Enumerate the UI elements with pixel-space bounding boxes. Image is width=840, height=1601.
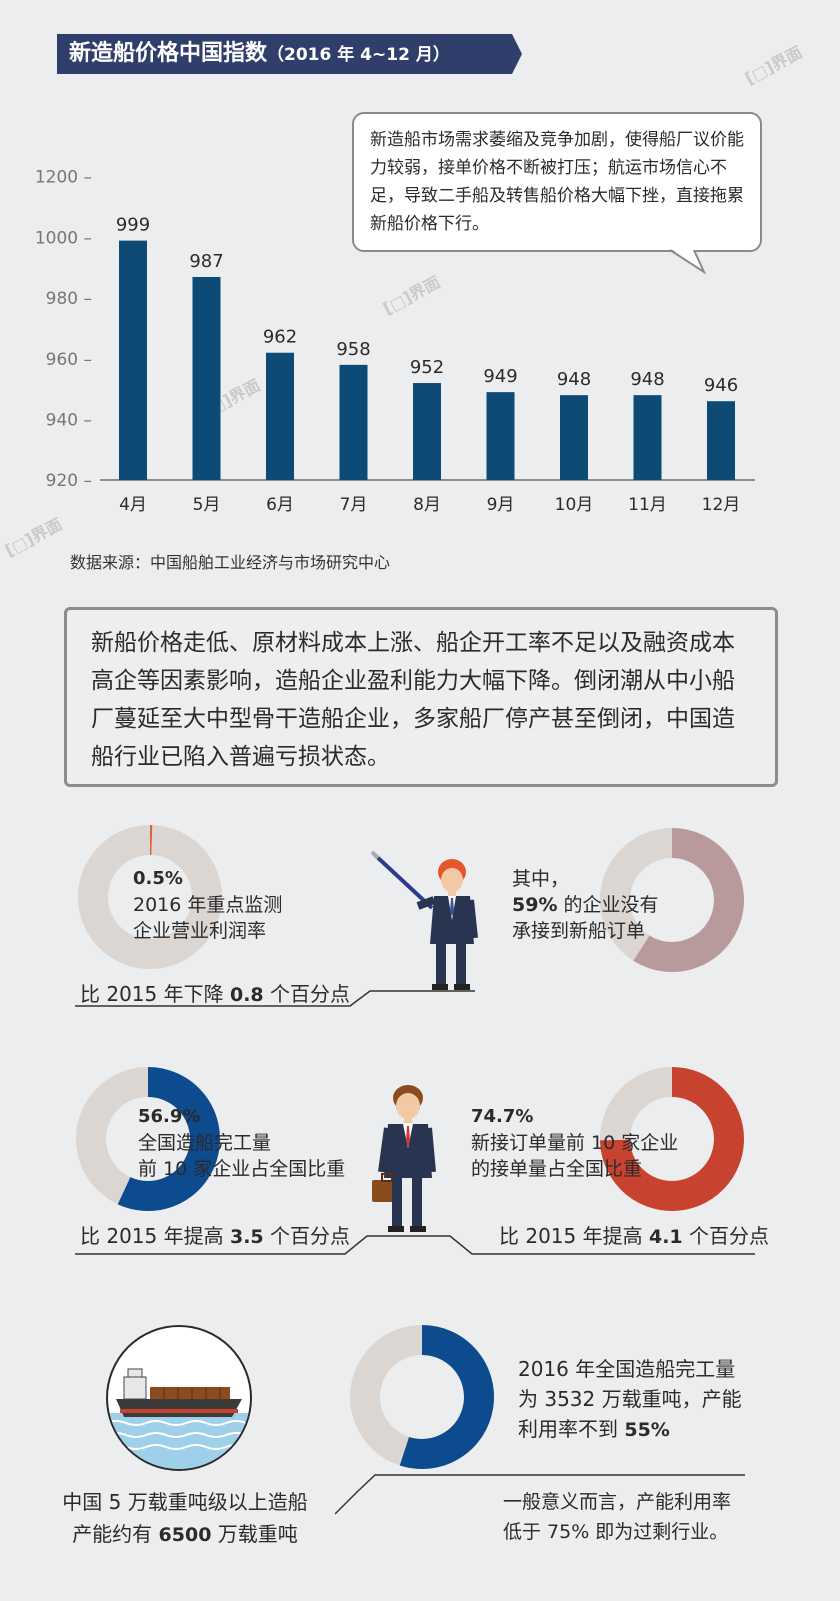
utilization-label-1: 2016 年全国造船完工量	[518, 1357, 736, 1381]
top10-output-caption-num: 3.5	[229, 1226, 264, 1248]
x-tick-label: 6月	[266, 495, 294, 515]
y-tick-label: 1000 –	[35, 229, 92, 249]
profit-rate-label-2: 企业营业利润率	[133, 920, 267, 942]
y-tick-label: 980 –	[46, 289, 92, 309]
x-tick-label: 9月	[487, 495, 515, 515]
top10-orders-value: 74.7%	[471, 1106, 534, 1127]
watermark-logo: [□]界面	[741, 42, 806, 89]
no-order-label-1: 的企业没有	[557, 894, 659, 916]
utilization-note-line	[335, 1474, 745, 1515]
capacity-label-2-pre: 产能约有	[72, 1522, 159, 1546]
profit-rate-value: 0.5%	[133, 868, 183, 889]
businessman-briefcase-illustration	[372, 1085, 436, 1232]
profit-rate-text: 0.5% 2016 年重点监测 企业营业利润率	[133, 866, 282, 944]
utilization-label-3-pre: 利用率不到	[518, 1417, 625, 1441]
profit-caption-post: 个百分点	[263, 982, 351, 1006]
no-order-value: 59%	[512, 894, 558, 916]
bar	[339, 364, 368, 480]
bar-value-label: 946	[704, 375, 738, 396]
bar-chart: 920 – 940 – 960 – 980 – 1000 – 1200 – 999 4月 987…	[35, 168, 755, 515]
chart-title: 新造船价格中国指数	[69, 41, 268, 66]
chart-title-banner: 新造船价格中国指数（2016 年 4~12 月）	[57, 34, 522, 74]
no-order-donut	[600, 828, 744, 972]
x-tick-label: 5月	[193, 495, 221, 515]
data-source: 数据来源：中国船舶工业经济与市场研究中心	[70, 553, 391, 572]
no-order-intro: 其中，	[512, 868, 570, 890]
y-tick-label: 920 –	[46, 471, 92, 491]
donut-value-arc	[633, 828, 744, 972]
bar-value-label: 948	[630, 369, 664, 390]
utilization-note: 一般意义而言，产能利用率 低于 75% 即为过剩行业。	[503, 1487, 731, 1547]
y-tick-label: 940 –	[46, 410, 92, 430]
top10-orders-caption: 比 2015 年提高 4.1 个百分点	[499, 1220, 769, 1249]
bar	[633, 395, 662, 480]
businessman-pointer-illustration	[370, 850, 478, 990]
utilization-label-2: 为 3532 万载重吨，产能	[518, 1387, 742, 1411]
profit-rate-label-1: 2016 年重点监测	[133, 894, 283, 916]
top10-orders-label-2: 的接单量占全国比重	[471, 1158, 643, 1180]
bar-value-label: 948	[557, 369, 591, 390]
top10-output-label-1: 全国造船完工量	[138, 1132, 272, 1154]
bar	[560, 395, 588, 480]
bar-value-label: 952	[410, 357, 444, 378]
x-tick-label: 12月	[702, 495, 741, 515]
middle-caption-line	[75, 1235, 755, 1255]
cargo-ship-illustration	[106, 1325, 252, 1471]
top10-output-donut	[76, 1067, 220, 1211]
profit-rate-donut	[78, 825, 222, 969]
capacity-label-2-post: 万载重吨	[211, 1522, 298, 1546]
donut-value-arc	[117, 1067, 220, 1211]
utilization-text: 2016 年全国造船完工量 为 3532 万载重吨，产能 利用率不到 55%	[518, 1354, 742, 1445]
bar	[413, 383, 441, 480]
bar	[119, 240, 147, 480]
bar-value-label: 958	[336, 339, 370, 360]
top10-output-caption-pre: 比 2015 年提高	[80, 1224, 230, 1248]
bar	[192, 276, 221, 480]
y-tick-label: 960 –	[46, 350, 92, 370]
profit-caption-line	[75, 990, 475, 1007]
summary-box: 新船价格走低、原材料成本上涨、船企开工率不足以及融资成本高企等因素影响，造船企业…	[64, 607, 778, 787]
x-tick-label: 4月	[119, 495, 147, 515]
annotation-bubble: 新造船市场需求萎缩及竞争加剧，使得船厂议价能力较弱，接单价格不断被打压；航运市场…	[352, 112, 762, 252]
bar-value-label: 999	[116, 215, 150, 236]
bar-value-label: 949	[483, 366, 517, 387]
donut-value-arc	[600, 1067, 744, 1211]
x-tick-label: 8月	[413, 495, 441, 515]
top10-orders-caption-num: 4.1	[648, 1226, 683, 1248]
top10-output-caption-post: 个百分点	[263, 1224, 351, 1248]
chart-subtitle: （2016 年 4~12 月）	[267, 45, 450, 65]
capacity-label-1: 中国 5 万载重吨级以上造船	[62, 1490, 308, 1514]
bar	[486, 392, 515, 480]
bar	[266, 352, 294, 480]
no-order-label-2: 承接到新船订单	[512, 920, 646, 942]
x-tick-label: 7月	[340, 495, 368, 515]
profit-caption-pre: 比 2015 年下降	[80, 982, 230, 1006]
profit-caption: 比 2015 年下降 0.8 个百分点	[80, 978, 350, 1007]
utilization-note-1: 一般意义而言，产能利用率	[503, 1491, 732, 1513]
bar-value-label: 987	[189, 251, 223, 272]
capacity-value: 6500	[158, 1524, 212, 1546]
bar-value-label: 962	[263, 327, 297, 348]
top10-output-value: 56.9%	[138, 1106, 201, 1127]
top10-orders-caption-post: 个百分点	[682, 1224, 770, 1248]
utilization-donut	[350, 1325, 494, 1469]
top10-orders-caption-pre: 比 2015 年提高	[499, 1224, 649, 1248]
top10-output-label-2: 前 10 家企业占全国比重	[138, 1158, 346, 1180]
profit-caption-num: 0.8	[229, 984, 264, 1006]
y-tick-label: 1200 –	[35, 168, 92, 188]
top10-orders-donut	[600, 1067, 744, 1211]
x-tick-label: 11月	[628, 495, 667, 515]
top10-orders-text: 74.7% 新接订单量前 10 家企业 的接单量占全国比重	[471, 1104, 678, 1182]
top10-output-text: 56.9% 全国造船完工量 前 10 家企业占全国比重	[138, 1104, 345, 1182]
top10-orders-label-1: 新接订单量前 10 家企业	[471, 1132, 679, 1154]
bar	[707, 401, 735, 480]
no-order-text: 其中， 59% 的企业没有 承接到新船订单	[512, 866, 659, 944]
capacity-text: 中国 5 万载重吨级以上造船 产能约有 6500 万载重吨	[60, 1486, 310, 1551]
x-tick-label: 10月	[555, 495, 594, 515]
top10-output-caption: 比 2015 年提高 3.5 个百分点	[80, 1220, 350, 1249]
bubble-tail	[670, 248, 707, 274]
utilization-value: 55%	[624, 1419, 670, 1441]
donut-value-arc	[399, 1325, 494, 1469]
utilization-note-2: 低于 75% 即为过剩行业。	[503, 1521, 729, 1543]
